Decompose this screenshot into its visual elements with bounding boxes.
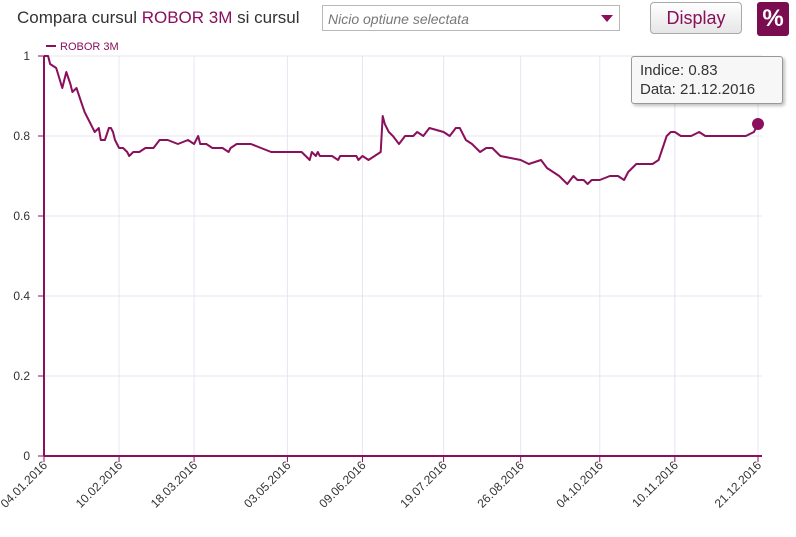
series-layer	[44, 55, 764, 185]
x-tick-label: 10.11.2016	[629, 458, 681, 510]
y-tick-label: 0.8	[13, 129, 30, 143]
y-tick-label: 1	[23, 49, 30, 63]
toolbar: Compara cursul ROBOR 3M si cursul Nicio …	[0, 0, 796, 38]
tooltip-date: Data: 21.12.2016	[640, 81, 756, 98]
chevron-down-icon[interactable]	[601, 15, 613, 22]
data-tooltip: Indice: 0.83 Data: 21.12.2016	[631, 56, 783, 104]
page-title: Compara cursul ROBOR 3M si cursul	[17, 8, 299, 28]
legend: ROBOR 3M	[46, 41, 119, 53]
percent-button[interactable]: %	[757, 2, 789, 36]
display-button[interactable]: Display	[650, 2, 742, 34]
y-tick-label: 0.2	[13, 369, 30, 383]
tooltip-value: Indice: 0.83	[640, 62, 718, 79]
y-tick-label: 0	[23, 449, 30, 463]
x-tick-label: 26.08.2016	[474, 458, 527, 511]
x-tick-label: 04.01.2016	[0, 458, 50, 511]
x-tick-label: 09.06.2016	[316, 458, 369, 511]
title-series-name: ROBOR 3M	[141, 8, 233, 27]
x-tick-label: 10.02.2016	[73, 458, 126, 511]
highlight-point	[752, 118, 764, 130]
compare-select-placeholder: Nicio optiune selectata	[328, 11, 469, 27]
title-suffix: si cursul	[232, 8, 300, 27]
title-prefix: Compara cursul	[17, 8, 142, 27]
x-tick-label: 21.12.2016	[712, 458, 765, 511]
line-chart[interactable]: 0 0.2 0.4 0.6 0.8 1 04.01.2016 10.02.2016 18.03.…	[0, 38, 796, 537]
x-tick-label: 03.05.2016	[241, 458, 294, 511]
grid	[44, 55, 762, 456]
x-tick-label: 18.03.2016	[148, 458, 201, 511]
x-tick-label: 04.10.2016	[554, 458, 607, 511]
series-line	[44, 55, 759, 185]
legend-label: ROBOR 3M	[60, 41, 119, 53]
x-tick-label: 19.07.2016	[397, 458, 450, 511]
y-tick-label: 0.4	[13, 289, 30, 303]
y-tick-label: 0.6	[13, 209, 30, 223]
compare-select[interactable]: Nicio optiune selectata	[322, 5, 620, 31]
